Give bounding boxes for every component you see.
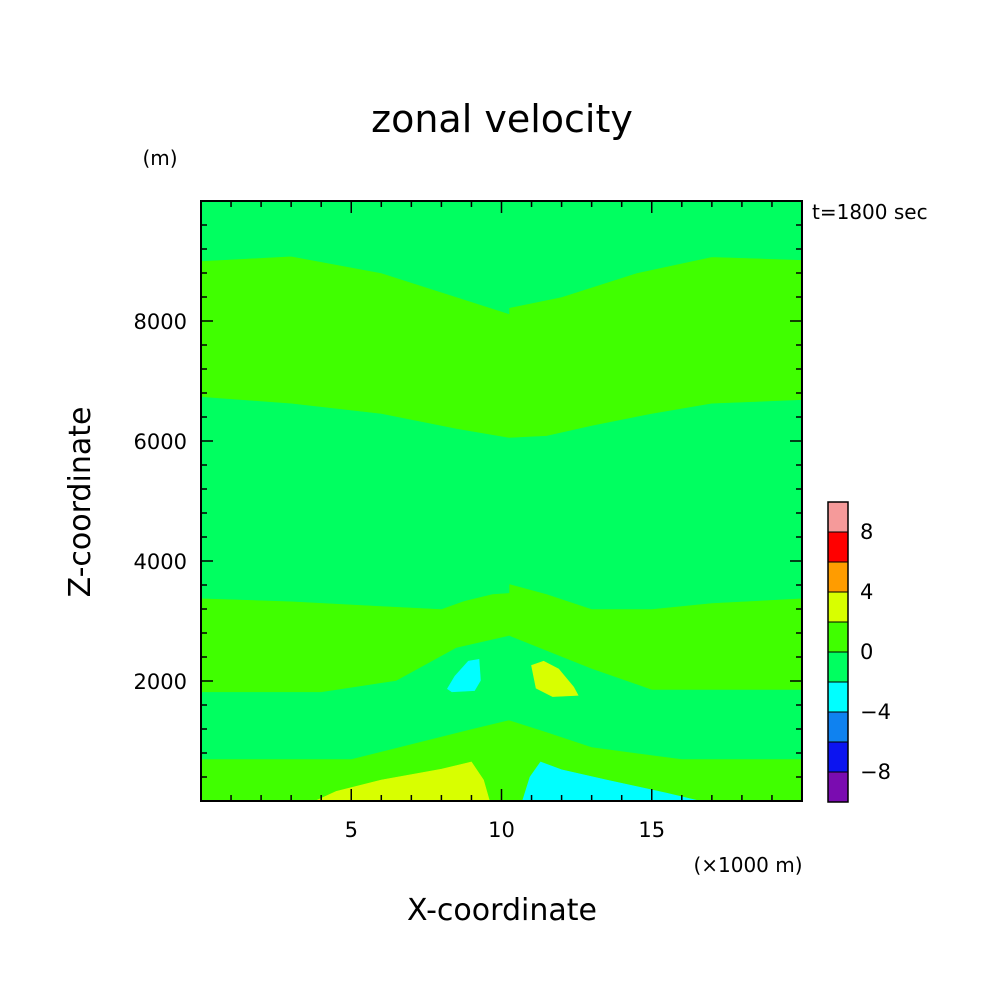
contour-region-6 — [446, 659, 481, 693]
y-tick-label: 8000 — [134, 310, 187, 334]
colorbar-tick-label: −4 — [860, 700, 891, 724]
x-unit-label: (×1000 m) — [693, 853, 802, 877]
y-tick-label: 2000 — [134, 670, 187, 694]
contour-region-4 — [201, 635, 802, 760]
colorbar-segment — [827, 531, 849, 563]
colorbar-tick-label: 0 — [860, 640, 873, 664]
colorbar-segment — [827, 651, 849, 683]
contour-region-3 — [201, 396, 802, 610]
colorbar-segment — [827, 771, 849, 803]
contour-region-1 — [201, 201, 510, 315]
contour-region-5 — [462, 582, 510, 602]
colorbar-tick-label: 4 — [860, 580, 873, 604]
colorbar: −8 −4 0 4 8 — [827, 501, 891, 803]
x-axis-label: X-coordinate — [407, 893, 597, 928]
y-unit-label: (m) — [142, 146, 177, 170]
x-tick-label: 10 — [488, 818, 515, 842]
colorbar-segment — [827, 621, 849, 653]
plot-area — [200, 200, 803, 802]
colorbar-segment — [827, 501, 849, 533]
y-axis: 2000 4000 6000 8000 — [134, 224, 802, 778]
colorbar-frame — [827, 501, 849, 803]
contour-region-9 — [522, 761, 700, 801]
colorbar-segment — [827, 681, 849, 713]
colorbar-segment — [827, 561, 849, 593]
y-tick-label: 4000 — [134, 550, 187, 574]
x-tick-label: 15 — [638, 818, 665, 842]
contour-region-2 — [508, 201, 802, 309]
contour-region-7 — [531, 660, 579, 697]
colorbar-segment — [827, 741, 849, 773]
colorbar-segment — [827, 591, 849, 623]
x-axis: 5 10 15 — [230, 201, 773, 842]
y-axis-label: Z-coordinate — [63, 407, 98, 598]
x-tick-label: 5 — [345, 818, 358, 842]
time-label: t=1800 sec — [812, 200, 928, 224]
chart-title: zonal velocity — [371, 97, 633, 141]
contour-region-8 — [315, 761, 490, 801]
colorbar-tick-label: −8 — [860, 760, 891, 784]
y-tick-label: 6000 — [134, 430, 187, 454]
colorbar-segment — [827, 711, 849, 743]
colorbar-tick-label: 8 — [860, 520, 873, 544]
